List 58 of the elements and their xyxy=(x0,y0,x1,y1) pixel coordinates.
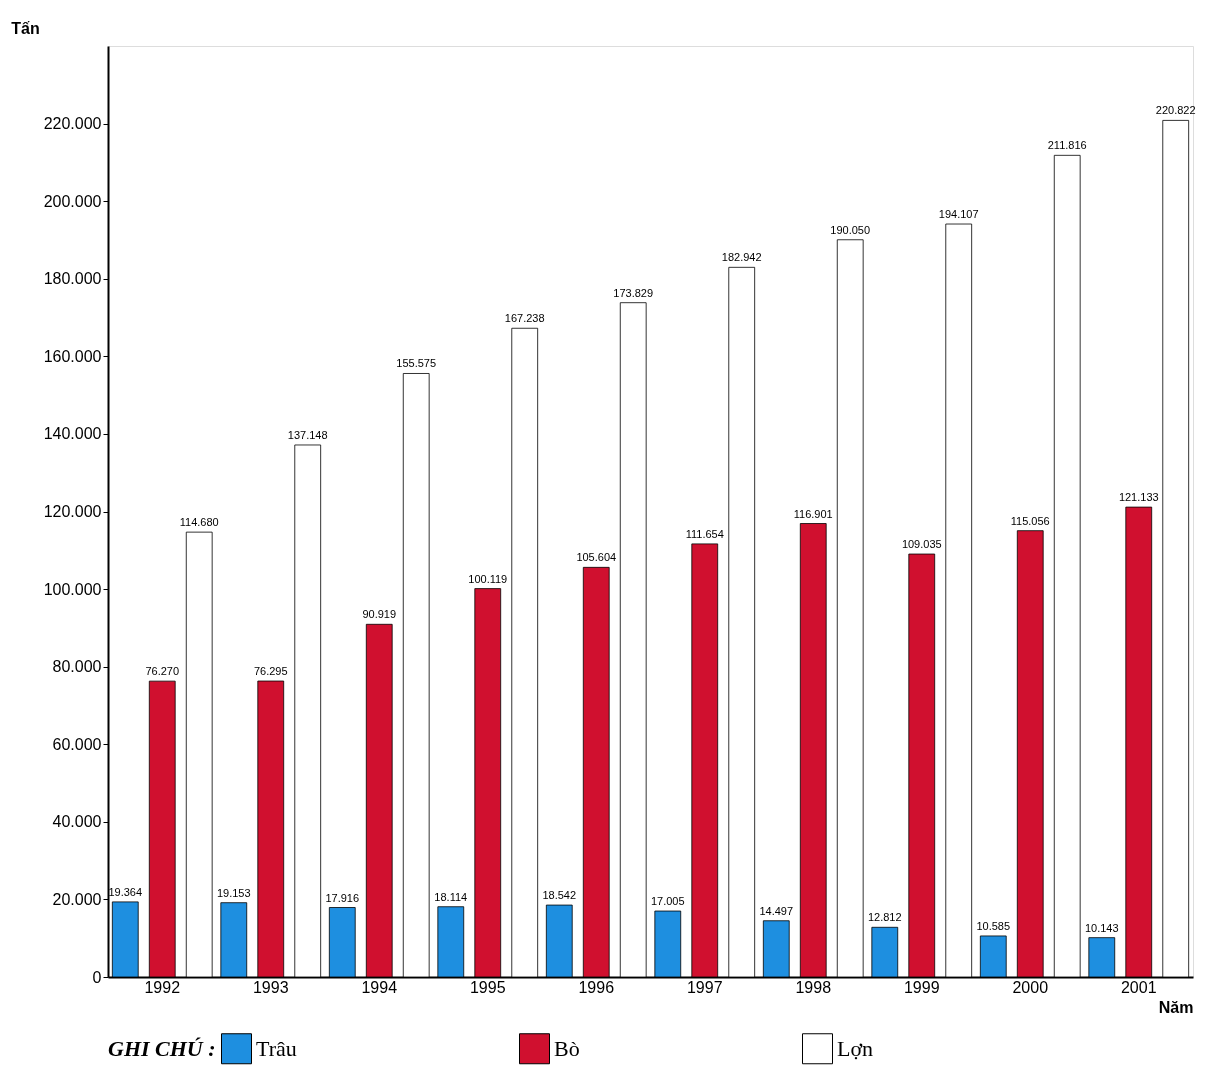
y-axis-title: Tấn xyxy=(11,19,40,37)
legend-label: Trâu xyxy=(256,1035,297,1061)
y-tick-label: 200.000 xyxy=(43,192,102,210)
x-tick-label: 2001 xyxy=(1120,978,1157,996)
data-label: 18.542 xyxy=(542,889,577,902)
data-label: 211.816 xyxy=(1047,139,1087,152)
data-label: 100.119 xyxy=(468,572,508,585)
data-label: 19.153 xyxy=(216,886,251,899)
data-label: 121.133 xyxy=(1118,491,1159,504)
y-tick-label: 100.000 xyxy=(43,580,102,598)
data-label: 10.585 xyxy=(976,919,1011,932)
x-axis-title: Năm xyxy=(1158,998,1194,1016)
data-label: 17.916 xyxy=(325,891,360,904)
x-tick-label: 2000 xyxy=(1012,978,1049,996)
x-tick-label: 1997 xyxy=(686,978,723,996)
data-label: 137.148 xyxy=(287,428,328,441)
data-label: 173.829 xyxy=(613,286,654,299)
data-label: 155.575 xyxy=(396,357,437,370)
data-label: 190.050 xyxy=(830,223,871,236)
x-tick-label: 1995 xyxy=(469,978,506,996)
data-label: 194.107 xyxy=(938,208,979,221)
y-tick-label: 60.000 xyxy=(52,735,102,753)
data-label: 19.364 xyxy=(108,885,143,898)
y-tick-label: 140.000 xyxy=(43,425,102,443)
y-tick-label: 20.000 xyxy=(52,890,102,908)
x-tick-label: 1999 xyxy=(903,978,940,996)
x-tick-label: 1993 xyxy=(252,978,289,996)
y-tick-label: 120.000 xyxy=(43,503,102,520)
data-label: 10.143 xyxy=(1084,921,1119,934)
data-label: 90.919 xyxy=(362,608,397,621)
y-tick-label: 180.000 xyxy=(43,270,102,288)
data-label: 167.238 xyxy=(504,312,545,325)
x-tick-label: 1994 xyxy=(361,978,398,996)
y-tick-label: 160.000 xyxy=(43,347,102,365)
legend-label: Bò xyxy=(554,1035,580,1061)
data-label: 12.812 xyxy=(867,911,902,924)
data-label: 76.295 xyxy=(253,665,288,678)
data-label: 109.035 xyxy=(901,538,942,551)
data-label: 116.901 xyxy=(793,507,833,520)
y-tick-label: 80.000 xyxy=(52,658,102,676)
legend-label: Lợn xyxy=(837,1035,874,1061)
x-tick-label: 1996 xyxy=(578,978,615,996)
data-label: 115.056 xyxy=(1010,514,1050,527)
data-label: 76.270 xyxy=(145,665,180,678)
x-tick-label: 1998 xyxy=(795,978,832,996)
legend-title: GHI CHÚ : xyxy=(108,1036,216,1061)
data-label: 111.654 xyxy=(685,527,724,540)
x-tick-label: 1992 xyxy=(144,978,181,996)
data-label: 182.942 xyxy=(721,251,762,264)
y-tick-label: 40.000 xyxy=(52,813,102,831)
data-label: 114.680 xyxy=(179,516,219,529)
y-tick-label: 220.000 xyxy=(43,115,102,133)
data-label: 105.604 xyxy=(576,551,617,564)
data-label: 14.497 xyxy=(759,904,794,917)
y-tick-label: 0 xyxy=(92,968,102,986)
data-label: 220.822 xyxy=(1155,104,1196,117)
data-label: 18.114 xyxy=(434,890,468,903)
data-label: 17.005 xyxy=(650,895,685,908)
